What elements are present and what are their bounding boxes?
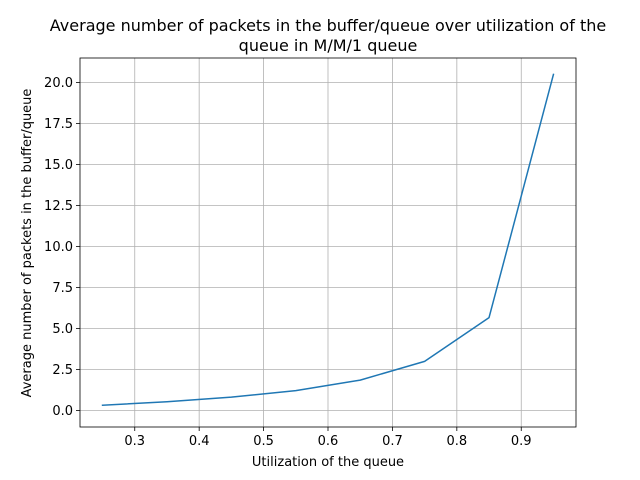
y-axis-label: Average number of packets in the buffer/… (20, 89, 35, 398)
y-axis: 0.0 2.5 5.0 7.5 10.0 12.5 15.0 17.5 20.0 (44, 76, 80, 419)
y-tick-label: 20.0 (44, 76, 73, 91)
chart-title-line-2: queue in M/M/1 queue (239, 36, 418, 55)
y-tick-label: 12.5 (44, 199, 73, 214)
series-line (101, 73, 555, 406)
x-tick-label: 0.9 (511, 434, 532, 449)
grid-layer (80, 58, 576, 427)
y-tick-label: 0.0 (52, 404, 73, 419)
y-tick-label: 10.0 (44, 240, 73, 255)
y-tick-label: 2.5 (52, 363, 73, 378)
x-tick-label: 0.7 (382, 434, 403, 449)
y-tick-label: 5.0 (52, 322, 73, 337)
x-tick-label: 0.8 (446, 434, 467, 449)
x-tick-label: 0.5 (253, 434, 274, 449)
series-layer (101, 73, 555, 406)
x-tick-label: 0.3 (124, 434, 145, 449)
y-tick-label: 7.5 (52, 281, 73, 296)
x-axis: 0.3 0.4 0.5 0.6 0.7 0.8 0.9 (124, 427, 532, 449)
x-axis-label: Utilization of the queue (252, 455, 404, 470)
chart-title-line-1: Average number of packets in the buffer/… (50, 16, 606, 35)
y-tick-label: 17.5 (44, 117, 73, 132)
y-tick-label: 15.0 (44, 158, 73, 173)
x-tick-label: 0.4 (189, 434, 210, 449)
x-tick-label: 0.6 (318, 434, 339, 449)
